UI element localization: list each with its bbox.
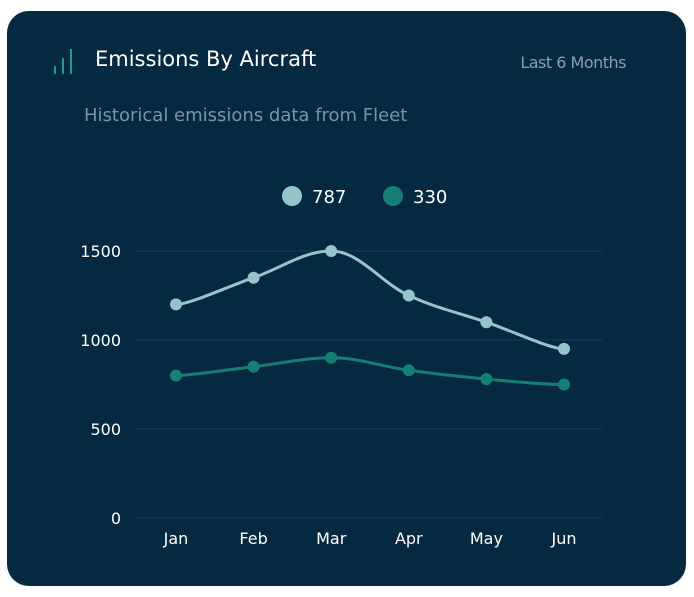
series-line-330 [174,356,566,386]
data-point-787 [480,316,493,329]
data-point-787 [402,289,415,302]
data-point-330 [325,351,338,364]
x-tick-label: Jan [163,529,189,548]
data-point-330 [402,364,415,377]
card-title: Emissions By Aircraft [95,47,317,71]
legend-label-787: 787 [312,187,346,208]
legend-label-330: 330 [413,187,447,208]
data-point-787 [247,271,260,284]
y-tick-label: 1500 [80,242,121,261]
y-tick-label: 0 [111,509,121,528]
emissions-line-chart: 0 500 1000 1500 Jan Feb Mar Apr May Jun 787 330 [80,186,602,548]
legend-marker-787 [282,186,302,206]
data-point-330 [170,369,182,382]
x-tick-label: May [470,529,503,548]
legend-marker-330 [383,186,403,206]
data-point-787 [558,342,570,355]
x-tick-label: Jun [551,529,577,548]
emissions-card: Emissions By Aircraft Last 6 Months Hist… [7,11,686,586]
data-point-330 [558,378,570,391]
y-tick-label: 1000 [80,331,121,350]
period-selector[interactable]: Last 6 Months [520,53,626,72]
series-line-787 [174,249,566,351]
data-point-330 [480,373,493,386]
data-point-330 [247,360,260,373]
x-tick-label: Apr [395,529,423,548]
data-point-787 [170,298,182,311]
x-tick-label: Feb [239,529,267,548]
y-tick-label: 500 [90,420,121,439]
data-point-787 [325,245,338,257]
bar-chart-icon [54,49,72,74]
card-subtitle: Historical emissions data from Fleet [84,105,408,126]
x-tick-label: Mar [316,529,347,548]
